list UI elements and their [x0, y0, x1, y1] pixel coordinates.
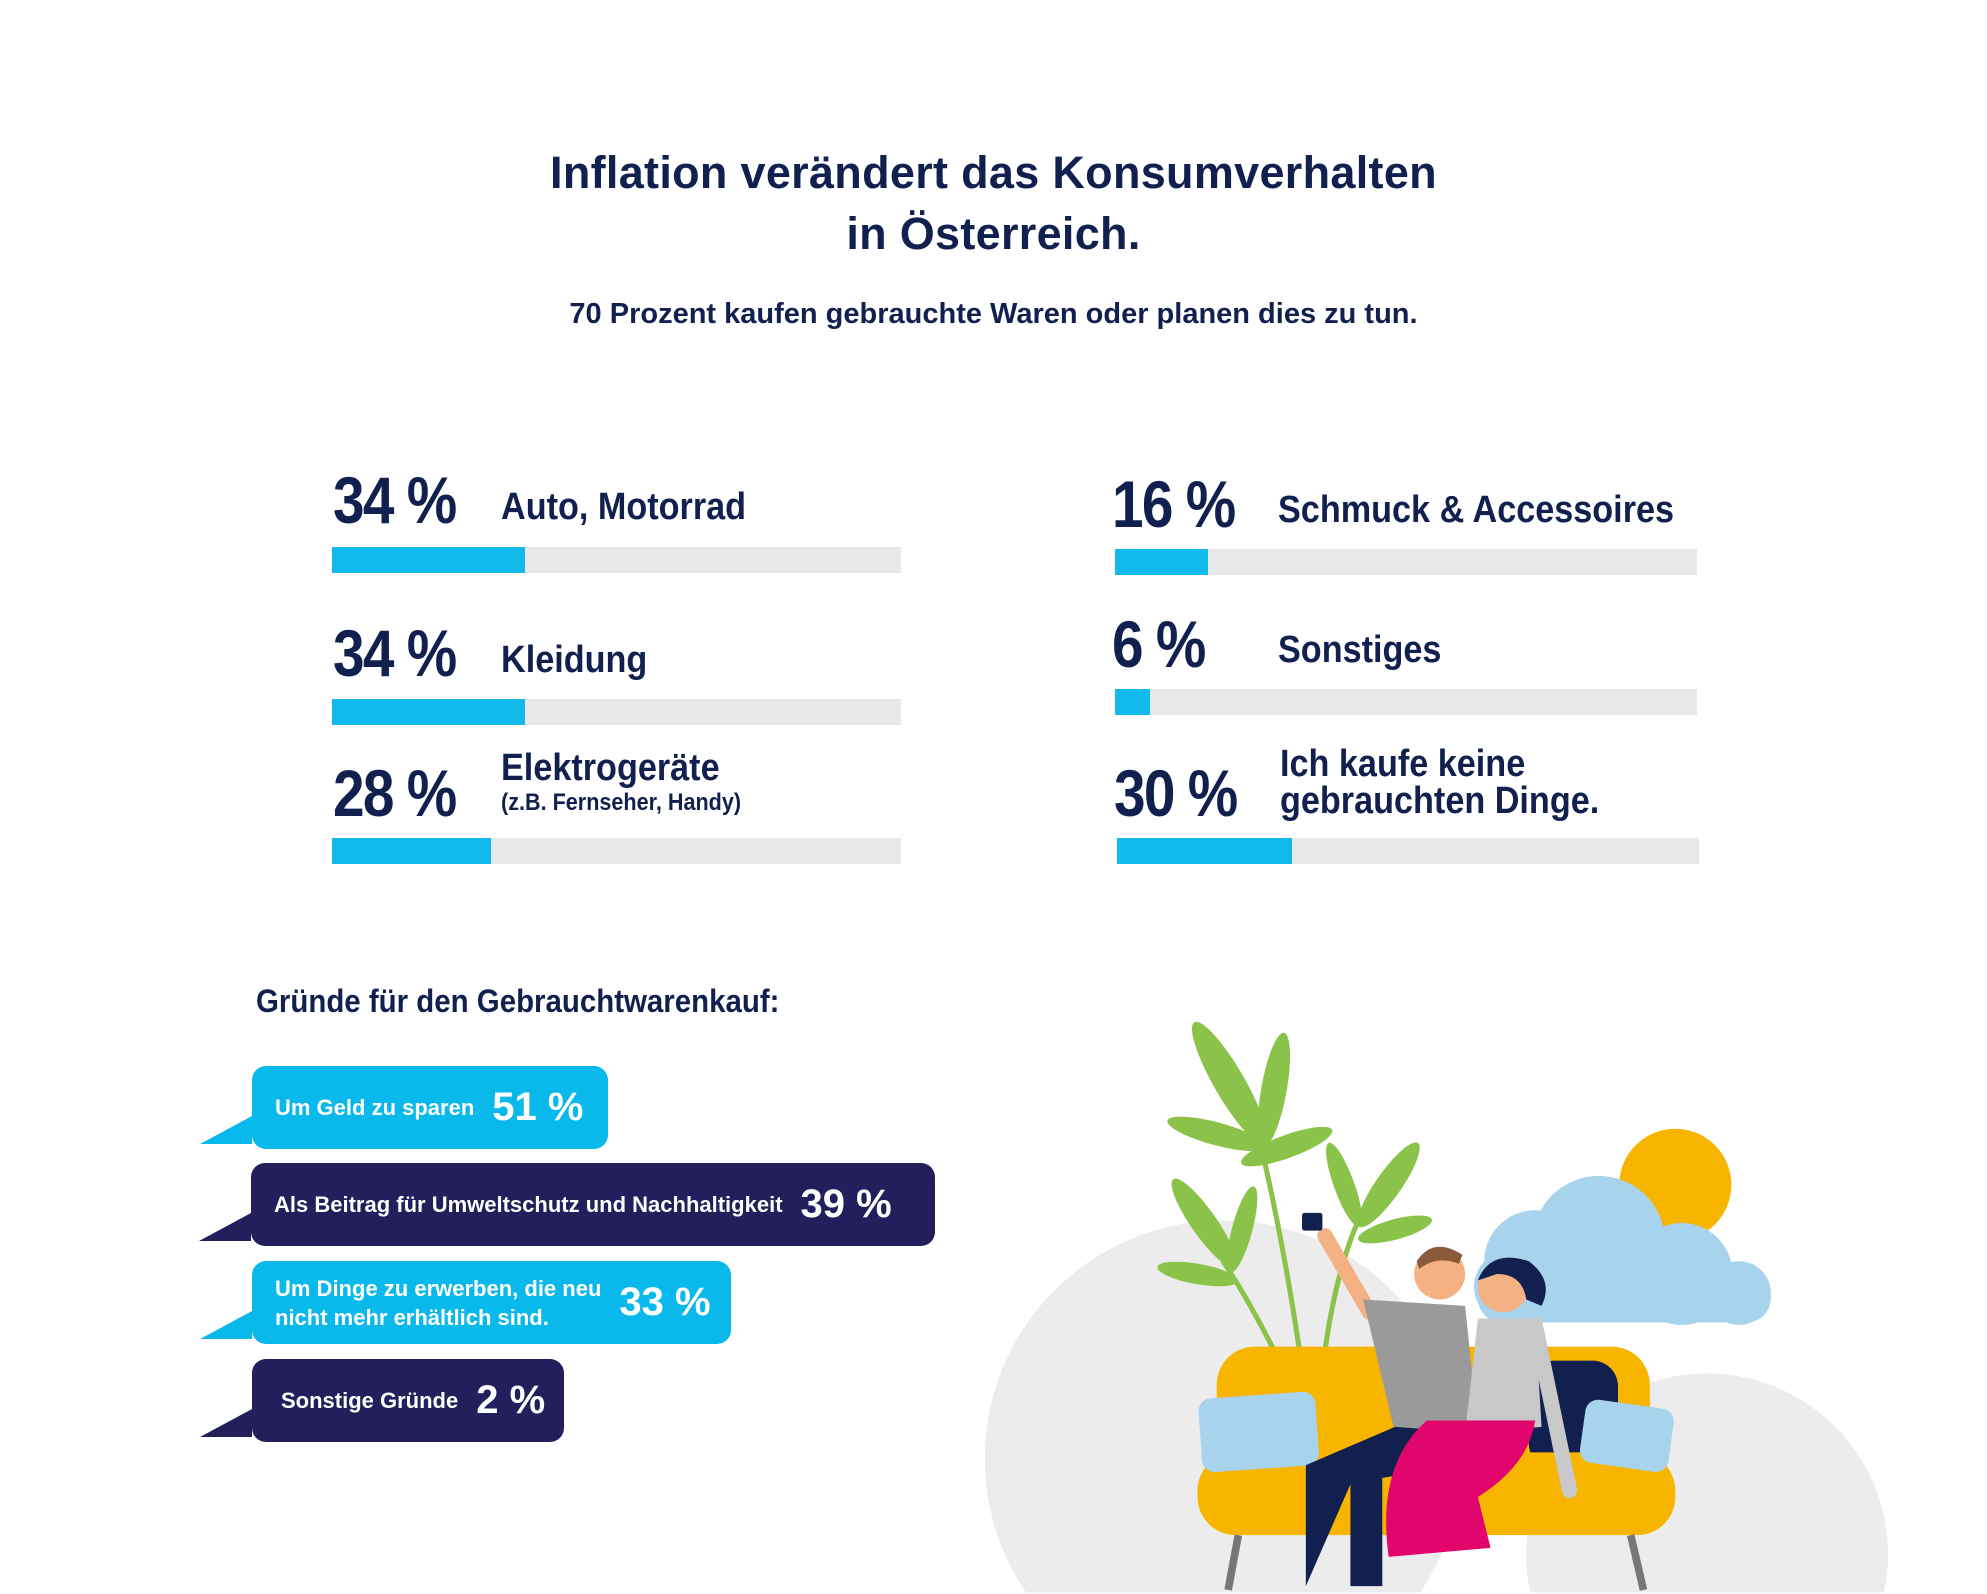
subtitle: 70 Prozent kaufen gebrauchte Waren oder …	[569, 298, 1418, 330]
plant-leaves	[1157, 1021, 1433, 1287]
sofa-legs	[1224, 1534, 1648, 1591]
title-line-1: Inflation verändert das Konsumverhalten	[550, 147, 1437, 198]
woman-top	[1465, 1318, 1542, 1434]
bubble-tail	[199, 1213, 251, 1241]
label-auto: Auto, Motorrad	[501, 486, 747, 528]
bar-elektro	[332, 838, 901, 864]
pct-elektro: 28 %	[333, 756, 457, 830]
reason-label: Um Dinge zu erwerben, die neu nicht mehr…	[275, 1274, 601, 1332]
label-elektro-sub: (z.B. Fernseher, Handy)	[501, 789, 742, 816]
man-arm	[1317, 1228, 1378, 1320]
reason-label: Als Beitrag für Umweltschutz und Nachhal…	[274, 1192, 783, 1217]
pct-schmuck: 16 %	[1112, 467, 1236, 541]
label-keine-line1: Ich kaufe keine	[1280, 743, 1526, 785]
bar-fill	[332, 838, 492, 864]
reason-bubble-environment: Als Beitrag für Umweltschutz und Nachhal…	[199, 1163, 935, 1246]
reason-label-line1: Um Dinge zu erwerben, die neu	[275, 1275, 602, 1301]
bar-fill	[1115, 549, 1209, 575]
label-keine-line2: gebrauchten Dinge.	[1280, 780, 1600, 822]
pct-sonstiges: 6 %	[1112, 607, 1206, 681]
reason-label-line2: nicht mehr erhältlich sind.	[275, 1304, 549, 1330]
woman-hair	[1477, 1257, 1546, 1306]
bar-fill	[332, 699, 526, 725]
reason-label: Sonstige Gründe	[281, 1388, 459, 1413]
pct-kleidung: 34 %	[333, 616, 457, 690]
label-elektro-main: Elektrogeräte	[501, 747, 720, 789]
pct-keine: 30 %	[1114, 756, 1238, 830]
label-keine: Ich kaufe keine gebrauchten Dinge.	[1280, 743, 1600, 822]
bubble-tail	[200, 1116, 252, 1144]
man-hair	[1416, 1246, 1463, 1269]
bar-fill	[1115, 689, 1150, 715]
reasons-heading: Gründe für den Gebrauchtwarenkauf:	[256, 983, 780, 1019]
man-shirt	[1363, 1299, 1478, 1434]
reason-pct: 33 %	[619, 1280, 711, 1324]
bar-auto	[332, 547, 901, 573]
bar-keine	[1117, 838, 1699, 864]
bubble-tail	[200, 1409, 252, 1437]
label-sonstiges: Sonstiges	[1278, 629, 1442, 671]
label-kleidung: Kleidung	[501, 639, 648, 681]
reason-pct: 51 %	[492, 1085, 584, 1129]
reason-pct: 39 %	[800, 1182, 892, 1226]
label-elektro: Elektrogeräte (z.B. Fernseher, Handy)	[501, 748, 741, 818]
bar-fill	[1117, 838, 1292, 864]
bar-sonstiges	[1115, 689, 1697, 715]
bar-kleidung	[332, 699, 901, 725]
reason-pct: 2 %	[476, 1378, 546, 1422]
pillow	[1198, 1391, 1319, 1473]
pct-auto: 34 %	[333, 463, 457, 537]
reason-bubble-unavailable: Um Dinge zu erwerben, die neu nicht mehr…	[200, 1261, 731, 1344]
bar-fill	[332, 547, 526, 573]
woman-arm	[1527, 1317, 1578, 1499]
pillow	[1579, 1399, 1674, 1472]
woman-skirt	[1386, 1420, 1536, 1557]
title-line-2: in Österreich.	[846, 208, 1141, 259]
reason-bubble-money: Um Geld zu sparen 51 %	[200, 1066, 608, 1149]
bubble-tail	[200, 1311, 252, 1339]
reason-label: Um Geld zu sparen	[275, 1095, 475, 1120]
label-schmuck: Schmuck & Accessoires	[1278, 489, 1675, 531]
bar-schmuck	[1115, 549, 1697, 575]
phone-icon	[1302, 1212, 1323, 1231]
page-title: Inflation verändert das Konsumverhalten …	[0, 142, 1987, 264]
reason-bubble-other: Sonstige Gründe 2 %	[200, 1359, 564, 1442]
